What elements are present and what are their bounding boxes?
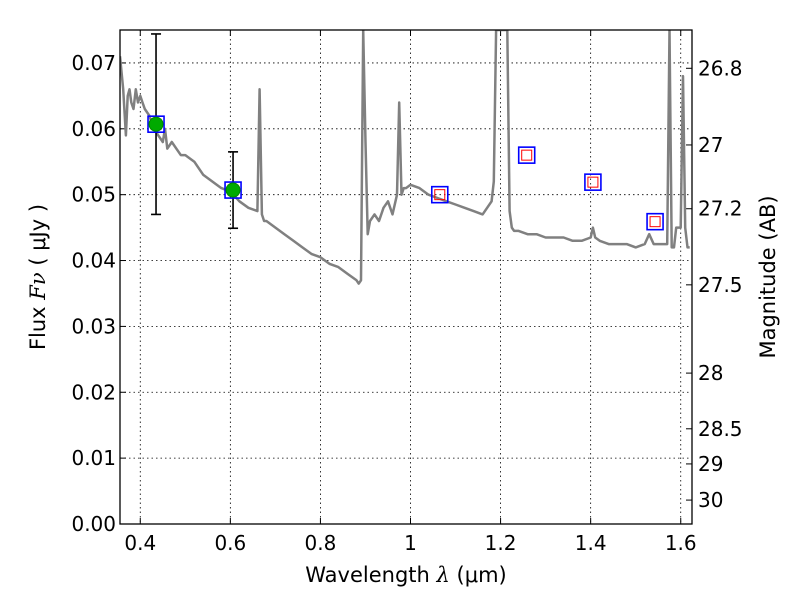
y-tick-label: 0.04 (71, 249, 116, 273)
y2-tick-label: 30 (698, 488, 723, 512)
model-band-square (224, 181, 242, 199)
y-tick-label: 0.01 (71, 446, 116, 470)
x-tick-label: 1.4 (575, 531, 607, 555)
model-band-square (584, 173, 602, 191)
x-tick-label: 0.4 (124, 531, 156, 555)
y2-tick-label: 27 (698, 133, 723, 157)
y-tick-label: 0.00 (71, 512, 116, 536)
y2-axis-label: Magnitude (AB) (756, 195, 780, 358)
x-tick-label: 1 (404, 531, 417, 555)
model-band-square (147, 115, 165, 133)
x-tick-label: 1.2 (485, 531, 517, 555)
y2-tick-label: 27.5 (698, 273, 743, 297)
model-band-square (517, 146, 536, 164)
x-axis-label: Wavelength λ (μm) (305, 563, 506, 587)
x-tick-label: 0.8 (305, 531, 337, 555)
model-band-square (646, 212, 664, 231)
y2-tick-label: 27.2 (698, 197, 743, 221)
y-tick-label: 0.02 (71, 380, 116, 404)
model-spectrum-line (120, 30, 690, 285)
y-tick-label: 0.06 (71, 117, 116, 141)
model-band-inner-square (587, 176, 599, 188)
model-band-inner-square (521, 149, 533, 161)
model-band-inner-square (434, 189, 446, 201)
y2-axis-ticks: 26.8 27 27.2 27.5 28 28.5 29 30 (686, 56, 743, 512)
x-tick-label: 1.6 (665, 531, 697, 555)
y-axis-ticks: 0.00 0.01 0.02 0.03 0.04 0.05 0.06 0.07 (71, 51, 126, 536)
x-axis-ticks: 0.4 0.6 0.8 1 1.2 1.4 1.6 (124, 30, 697, 555)
observed-point (148, 116, 164, 132)
y2-tick-label: 26.8 (698, 56, 743, 80)
y2-tick-label: 28.5 (698, 417, 743, 441)
y-tick-label: 0.03 (71, 314, 116, 338)
model-band-inner-square (649, 216, 661, 228)
plot-area (120, 30, 692, 524)
x-tick-label: 0.6 (214, 531, 246, 555)
y2-tick-label: 28 (698, 361, 723, 385)
y-tick-label: 0.05 (71, 183, 116, 207)
y-axis-label: Flux Fν ( μJy ) (26, 204, 50, 350)
series-layer (120, 30, 690, 285)
observed-point (225, 182, 241, 198)
y2-tick-label: 29 (698, 452, 723, 476)
model-band-square (430, 185, 449, 204)
plot-frame (119, 29, 693, 525)
y-tick-label: 0.07 (71, 51, 116, 75)
